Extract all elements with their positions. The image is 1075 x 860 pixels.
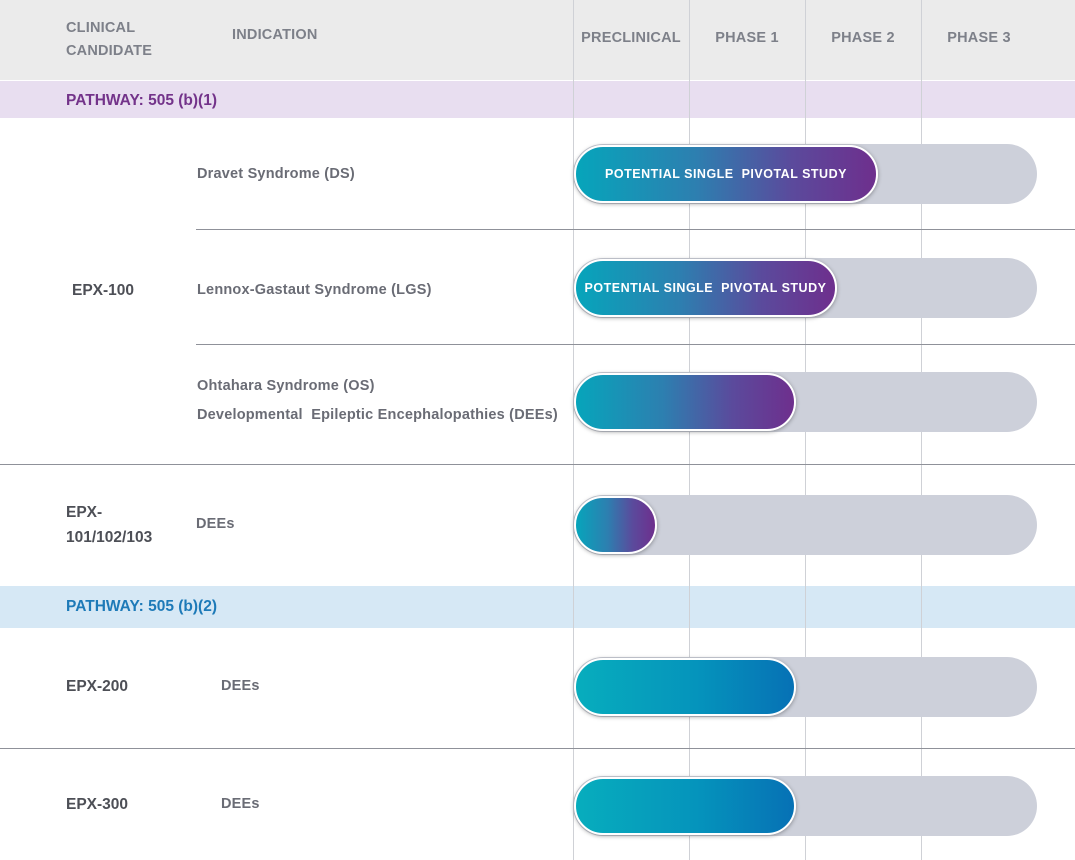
row-divider xyxy=(196,344,1075,345)
progress-bar xyxy=(574,373,796,431)
table-header xyxy=(0,0,1075,80)
indication-dees-101: DEEs xyxy=(196,516,235,532)
column-header-candidate: CLINICAL CANDIDATE xyxy=(66,17,206,63)
candidate-epx-101-line2: 101/102/103 xyxy=(66,529,153,546)
progress-bar: POTENTIAL SINGLE PIVOTAL STUDY xyxy=(574,259,837,317)
progress-bar xyxy=(574,777,796,835)
candidate-epx-100: EPX-100 xyxy=(72,282,135,299)
progress-bar xyxy=(574,496,657,554)
column-header-candidate-line2: CANDIDATE xyxy=(66,43,153,59)
row-divider xyxy=(0,464,1075,465)
indication-dees-300: DEEs xyxy=(221,796,260,812)
indication-dees-200: DEEs xyxy=(221,678,260,694)
indication-lgs: Lennox-Gastaut Syndrome (LGS) xyxy=(197,282,432,298)
candidate-epx-101-line1: EPX- xyxy=(66,504,103,521)
candidate-epx-300: EPX-300 xyxy=(66,796,129,813)
bar-label: POTENTIAL SINGLE PIVOTAL STUDY xyxy=(605,167,847,181)
indication-ohtahara: Ohtahara Syndrome (OS) xyxy=(197,378,375,394)
indication-dravet: Dravet Syndrome (DS) xyxy=(197,166,355,182)
phase-header-phase-2: PHASE 2 xyxy=(831,30,895,46)
column-header-candidate-line1: CLINICAL xyxy=(66,20,136,36)
progress-bar: POTENTIAL SINGLE PIVOTAL STUDY xyxy=(574,145,878,203)
indication-dees-long: Developmental Epileptic Encephalopathies… xyxy=(197,407,558,423)
pathway-band-2 xyxy=(0,586,1075,628)
pathway-1-label: PATHWAY: 505 (b)(1) xyxy=(66,92,217,109)
candidate-epx-200: EPX-200 xyxy=(66,678,129,695)
phase-header-phase-3: PHASE 3 xyxy=(947,30,1011,46)
column-header-indication: INDICATION xyxy=(232,27,318,43)
phase-header-phase-1: PHASE 1 xyxy=(715,30,779,46)
progress-bar xyxy=(574,658,796,716)
pathway-band-1 xyxy=(0,81,1075,118)
bar-label: POTENTIAL SINGLE PIVOTAL STUDY xyxy=(584,281,827,295)
phase-gridline xyxy=(573,0,574,860)
row-divider xyxy=(0,748,1075,749)
candidate-epx-101-102-103: EPX- 101/102/103 xyxy=(66,500,152,550)
phase-header-preclinical: PRECLINICAL xyxy=(581,30,681,46)
pathway-2-label: PATHWAY: 505 (b)(2) xyxy=(66,598,217,615)
row-divider xyxy=(196,229,1075,230)
